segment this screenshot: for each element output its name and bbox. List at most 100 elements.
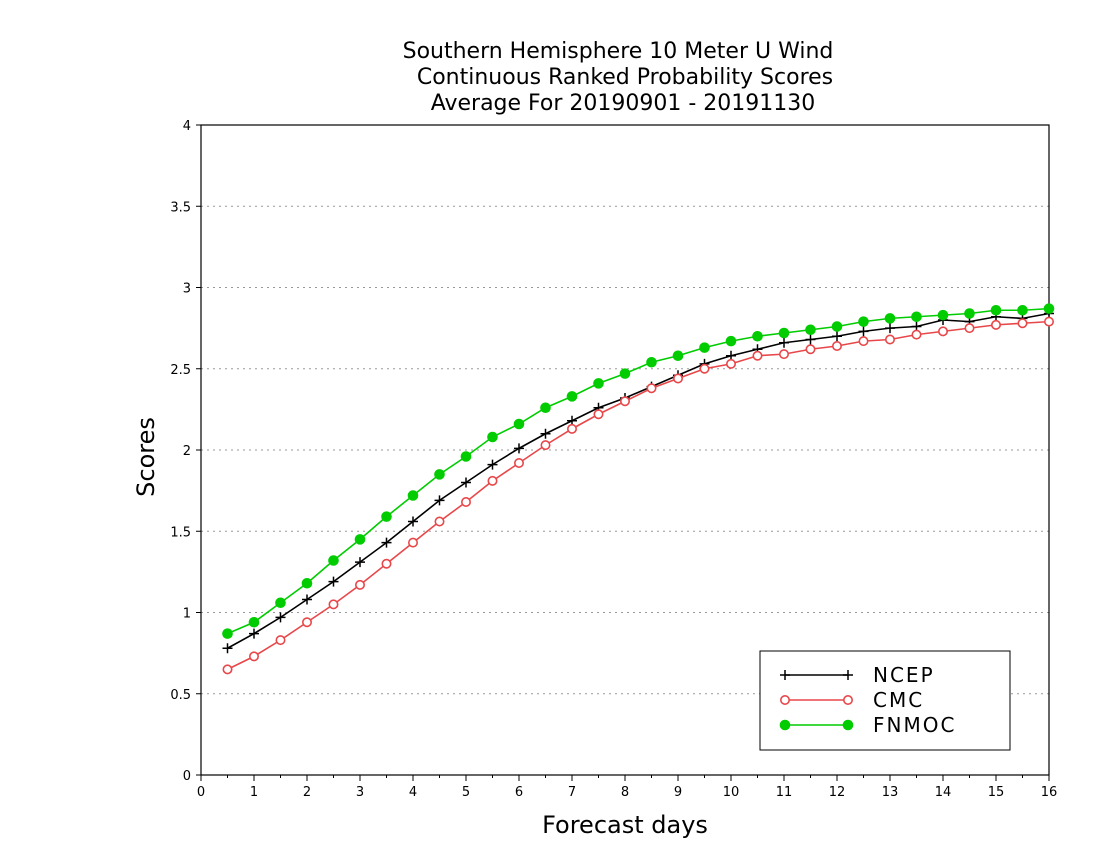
series-line-ncep (227, 312, 1050, 649)
data-point-ncep (858, 326, 869, 337)
legend-label-fnmoc: FNMOC (873, 713, 956, 737)
legend-marker (842, 694, 853, 705)
data-point-cmc (778, 349, 789, 360)
data-point-fnmoc (593, 378, 604, 389)
y-axis-label: Scores (132, 417, 160, 497)
title-line-2: Continuous Ranked Probability Scores (417, 65, 833, 90)
series-layer (222, 303, 1055, 675)
x-tick-label: 1 (250, 785, 258, 800)
data-point-cmc (1017, 318, 1028, 329)
y-tick-label: 2.5 (170, 363, 191, 378)
data-point-fnmoc (407, 490, 419, 501)
series-fnmoc (222, 303, 1055, 639)
data-point-fnmoc (646, 356, 657, 368)
data-point-ncep (540, 428, 551, 439)
data-point-cmc (381, 558, 392, 569)
data-point-fnmoc (990, 304, 1002, 316)
data-point-cmc (699, 363, 710, 374)
y-tick-label: 1 (183, 607, 191, 622)
data-point-fnmoc (487, 431, 498, 443)
x-tick-label: 14 (935, 785, 952, 800)
data-point-cmc (831, 340, 842, 351)
legend-marker (779, 694, 790, 705)
title-line-3: Average For 20190901 - 20191130 (431, 91, 816, 116)
y-tick-label: 0 (183, 769, 191, 784)
y-tick-label: 2 (183, 444, 191, 459)
x-tick-label: 0 (197, 785, 205, 800)
x-tick-label: 10 (723, 785, 740, 800)
data-point-fnmoc (1017, 304, 1028, 316)
data-point-fnmoc (937, 309, 949, 321)
data-point-fnmoc (540, 402, 551, 414)
data-point-cmc (460, 496, 471, 507)
x-tick-label: 7 (568, 785, 576, 800)
data-point-cmc (540, 440, 551, 451)
data-point-cmc (619, 396, 630, 407)
data-point-cmc (646, 383, 657, 394)
legend-label-cmc: CMC (873, 688, 924, 712)
data-point-fnmoc (248, 616, 260, 628)
data-point-fnmoc (964, 308, 975, 319)
legend-item-ncep: NCEP (780, 663, 933, 687)
series-line-fnmoc (227, 307, 1050, 635)
data-point-fnmoc (513, 418, 525, 430)
data-point-ncep (487, 459, 498, 470)
data-point-cmc (911, 329, 922, 340)
data-point-fnmoc (725, 335, 737, 347)
data-point-cmc (884, 334, 895, 345)
legend-marker (780, 670, 790, 680)
data-point-cmc (275, 635, 286, 646)
x-tick-label: 6 (515, 785, 523, 800)
data-point-ncep (805, 334, 816, 345)
legend-item-cmc: CMC (779, 688, 924, 712)
series-ncep (222, 308, 1054, 654)
x-tick-label: 13 (882, 785, 899, 800)
gridlines (201, 205, 1049, 695)
data-point-cmc (593, 409, 604, 420)
data-point-ncep (408, 516, 418, 527)
data-point-cmc (566, 423, 577, 434)
y-tick-label: 3.5 (170, 200, 191, 215)
data-point-ncep (355, 557, 365, 568)
data-point-cmc (752, 350, 763, 361)
title-line-1: Southern Hemisphere 10 Meter U Wind (403, 39, 834, 64)
data-point-cmc (249, 651, 260, 662)
data-point-cmc (328, 599, 339, 610)
data-point-fnmoc (381, 511, 392, 522)
data-point-cmc (964, 323, 975, 334)
data-point-fnmoc (222, 628, 233, 639)
y-tick-label: 4 (183, 119, 191, 134)
chart-title: Southern Hemisphere 10 Meter U Wind Cont… (403, 39, 834, 116)
data-point-fnmoc (699, 342, 710, 353)
data-point-ncep (381, 537, 392, 548)
x-tick-label: 8 (621, 785, 629, 800)
data-point-fnmoc (805, 324, 816, 336)
data-point-fnmoc (672, 350, 684, 362)
data-point-fnmoc (460, 451, 472, 462)
x-tick-label: 3 (356, 785, 364, 800)
data-point-ncep (275, 612, 286, 623)
data-point-fnmoc (354, 534, 366, 545)
legend-item-fnmoc: FNMOC (779, 713, 956, 737)
series-line-cmc (227, 320, 1050, 671)
y-tick-label: 0.5 (170, 688, 191, 703)
data-point-fnmoc (434, 469, 445, 480)
data-point-cmc (301, 617, 312, 628)
data-point-ncep (328, 576, 339, 587)
data-point-fnmoc (884, 313, 896, 324)
x-tick-label: 4 (409, 785, 417, 800)
x-tick-label: 15 (988, 785, 1005, 800)
axes (196, 124, 1050, 781)
data-point-ncep (461, 477, 471, 488)
legend-marker (842, 719, 854, 731)
data-point-cmc (937, 326, 948, 337)
data-point-ncep (434, 495, 445, 506)
series-cmc (222, 316, 1055, 675)
data-point-ncep (779, 337, 789, 348)
data-point-ncep (885, 323, 895, 334)
x-tick-label: 2 (303, 785, 311, 800)
data-point-cmc (513, 457, 524, 468)
data-point-ncep (222, 643, 233, 654)
data-point-fnmoc (1043, 303, 1055, 314)
